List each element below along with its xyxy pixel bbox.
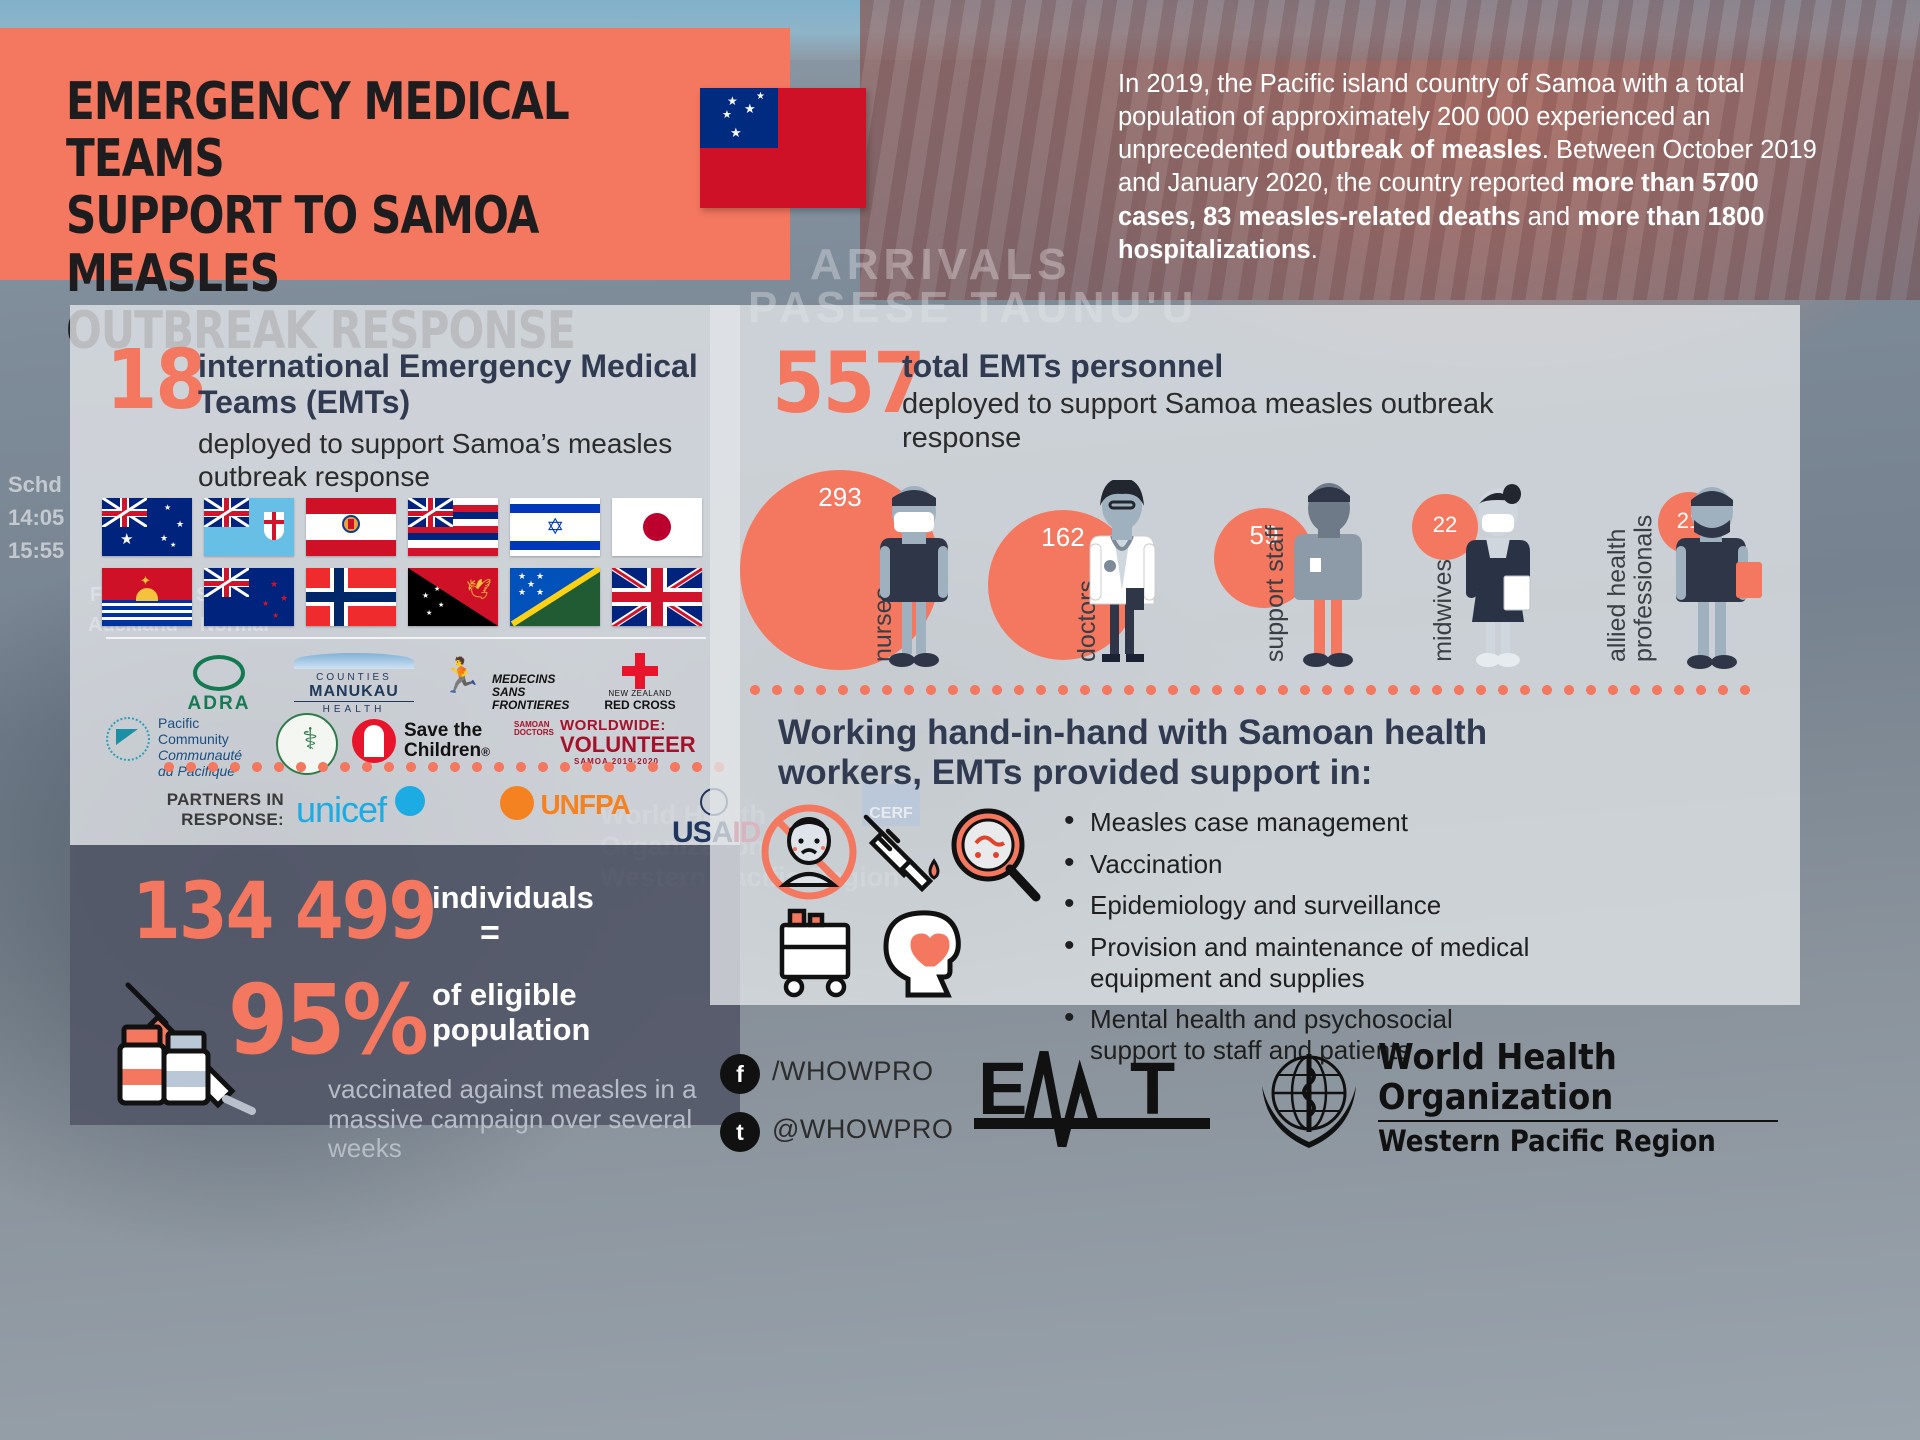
flag-hawaii [408, 498, 498, 556]
partner-logo-unicef: unicef [296, 786, 425, 831]
emt-logo: E T [974, 1047, 1210, 1148]
svg-text:E: E [978, 1047, 1027, 1130]
flag-new-zealand: ★ ★ ★ ★ [204, 568, 294, 626]
list-item: Provision and maintenance of medical equ… [1060, 928, 1540, 993]
partners-label: PARTNERS IN RESPONSE: [166, 790, 284, 829]
list-item: Mental health and psychosocial support t… [1060, 1000, 1540, 1065]
eligible-population-label: of eligible population [432, 977, 591, 1047]
org-logo-adra: ADRA [164, 655, 274, 715]
support-staff-figure [1294, 483, 1362, 667]
flag-united-kingdom [612, 568, 702, 626]
personnel-breakdown-chart: 293 nurses 162 doctors [740, 460, 1780, 670]
support-activities-list: Measles case management Vaccination Epid… [1060, 803, 1540, 1077]
bubble-value-support-staff: 59 [1249, 520, 1279, 550]
org-logo-counties-manukau: COUNTIES MANUKAU HEALTH [294, 653, 414, 715]
who-name: World Health Organization [1378, 1037, 1617, 1119]
org-logo-nz-red-cross: NEW ZEALAND RED CROSS [580, 653, 700, 712]
magnifier-virus-icon [951, 808, 1041, 902]
bubble-value-midwives: 22 [1432, 512, 1458, 537]
flag-solomon-islands: ★ ★ ★ ★ ★ [510, 568, 600, 626]
teams-subline: deployed to support Samoa’s measles outb… [198, 428, 673, 493]
facebook-icon[interactable]: f [720, 1054, 760, 1094]
flag-kiribati: ✦ [102, 568, 192, 626]
sick-patient-icon [761, 804, 857, 900]
who-divider [1378, 1120, 1778, 1122]
partner-logo-unfpa: UNFPA [500, 786, 631, 821]
bubble-value-nurses: 293 [818, 482, 862, 512]
dotted-separator [164, 762, 730, 772]
vaccination-labels: individuals = of eligible population [432, 880, 732, 1047]
medical-trolley-icon [779, 908, 851, 998]
page-title-line-1: EMERGENCY MEDICAL TEAMS [66, 72, 570, 190]
flag-norway [306, 568, 396, 626]
midwife-figure [1466, 484, 1531, 667]
international-teams-card: 18 international Emergency Medical Teams… [70, 305, 920, 849]
vaccination-note: vaccinated against measles in a massive … [328, 1074, 697, 1164]
footer: f /WHOWPRO t @WHOWPRO E T World Health O… [710, 1020, 1920, 1440]
syringe-and-vials-icon [117, 982, 256, 1115]
bubble-midwives: 22 [1412, 494, 1478, 560]
breakdown-doctors: 162 doctors [988, 470, 1178, 670]
partner-organizations: ADRA COUNTIES MANUKAU HEALTH 🏃 MEDECINS S… [104, 653, 710, 779]
divider-line [106, 637, 706, 639]
country-flag-grid: ★ ★ ★ ★ ★ [102, 498, 712, 626]
personnel-subline: deployed to support Samoa measles outbre… [902, 388, 1494, 455]
flag-australia: ★ ★ ★ ★ ★ [102, 498, 192, 556]
teams-count: 18 [106, 333, 207, 428]
breakdown-support-staff: 59 support staff [1208, 470, 1378, 670]
personnel-headline: total EMTs personnel [902, 348, 1224, 384]
nurse-figure [880, 486, 948, 667]
samoa-flag-icon: ★ ★ ★ ★ ★ [700, 88, 866, 208]
twitter-handle[interactable]: @WHOWPRO [772, 1114, 954, 1144]
individuals-label: individuals [432, 880, 594, 915]
who-name-line-1: World Health [1378, 1037, 1617, 1078]
equals-sign: = [480, 914, 500, 953]
vaccination-card: 134 499 95% individuals = of eligible po… [70, 845, 740, 1163]
allied-health-figure [1676, 487, 1762, 669]
flag-israel: ✡ [510, 498, 600, 556]
facebook-handle[interactable]: /WHOWPRO [772, 1056, 934, 1086]
who-region: Western Pacific Region [1378, 1124, 1716, 1158]
breakdown-allied-health: 21 allied health professionals [1558, 470, 1762, 670]
who-logo: World Health Organization Western Pacifi… [1250, 1037, 1790, 1158]
flag-fiji [204, 498, 294, 556]
twitter-icon[interactable]: t [720, 1112, 760, 1152]
teams-headline: international Emergency Medical Teams (E… [198, 348, 698, 420]
personnel-count: 557 [772, 334, 926, 432]
partners-in-response-row: PARTNERS IN RESPONSE: unicef UNFPA USAID… [100, 762, 920, 849]
header-band [0, 28, 790, 280]
flag-japan [612, 498, 702, 556]
list-item: Vaccination [1060, 845, 1540, 880]
intro-paragraph: In 2019, the Pacific island country of S… [1118, 70, 1817, 264]
coverage-percent: 95% [228, 964, 429, 1076]
bubble-value-doctors: 162 [1041, 522, 1085, 552]
individuals-count: 134 499 [132, 867, 437, 957]
support-icon-set [760, 803, 1050, 1003]
support-heading: Working hand-in-hand with Samoan health … [778, 713, 1488, 793]
list-item: Epidemiology and surveillance [1060, 886, 1540, 921]
svg-text:T: T [1130, 1047, 1175, 1130]
list-item: Measles case management [1060, 803, 1540, 838]
who-name-line-2: Organization [1378, 1077, 1614, 1119]
breakdown-midwives: 22 midwives [1390, 470, 1550, 670]
page-title-line-2: SUPPORT TO SAMOA MEASLES [66, 186, 539, 304]
who-emblem-icon [1262, 1054, 1356, 1148]
flag-french-polynesia [306, 498, 396, 556]
syringe-icon [863, 814, 940, 893]
doctor-figure [1089, 480, 1156, 662]
personnel-card: 557 total EMTs personnel deployed to sup… [710, 305, 1800, 1065]
flag-canton [700, 88, 778, 148]
dotted-separator-2 [750, 685, 1760, 695]
breakdown-nurses: 293 nurses [740, 460, 950, 670]
label-allied-health: allied health professionals [1603, 514, 1658, 662]
flag-papua-new-guinea: ★ ★ ★ ★ 🕊 [408, 568, 498, 626]
head-heart-icon [883, 910, 961, 998]
